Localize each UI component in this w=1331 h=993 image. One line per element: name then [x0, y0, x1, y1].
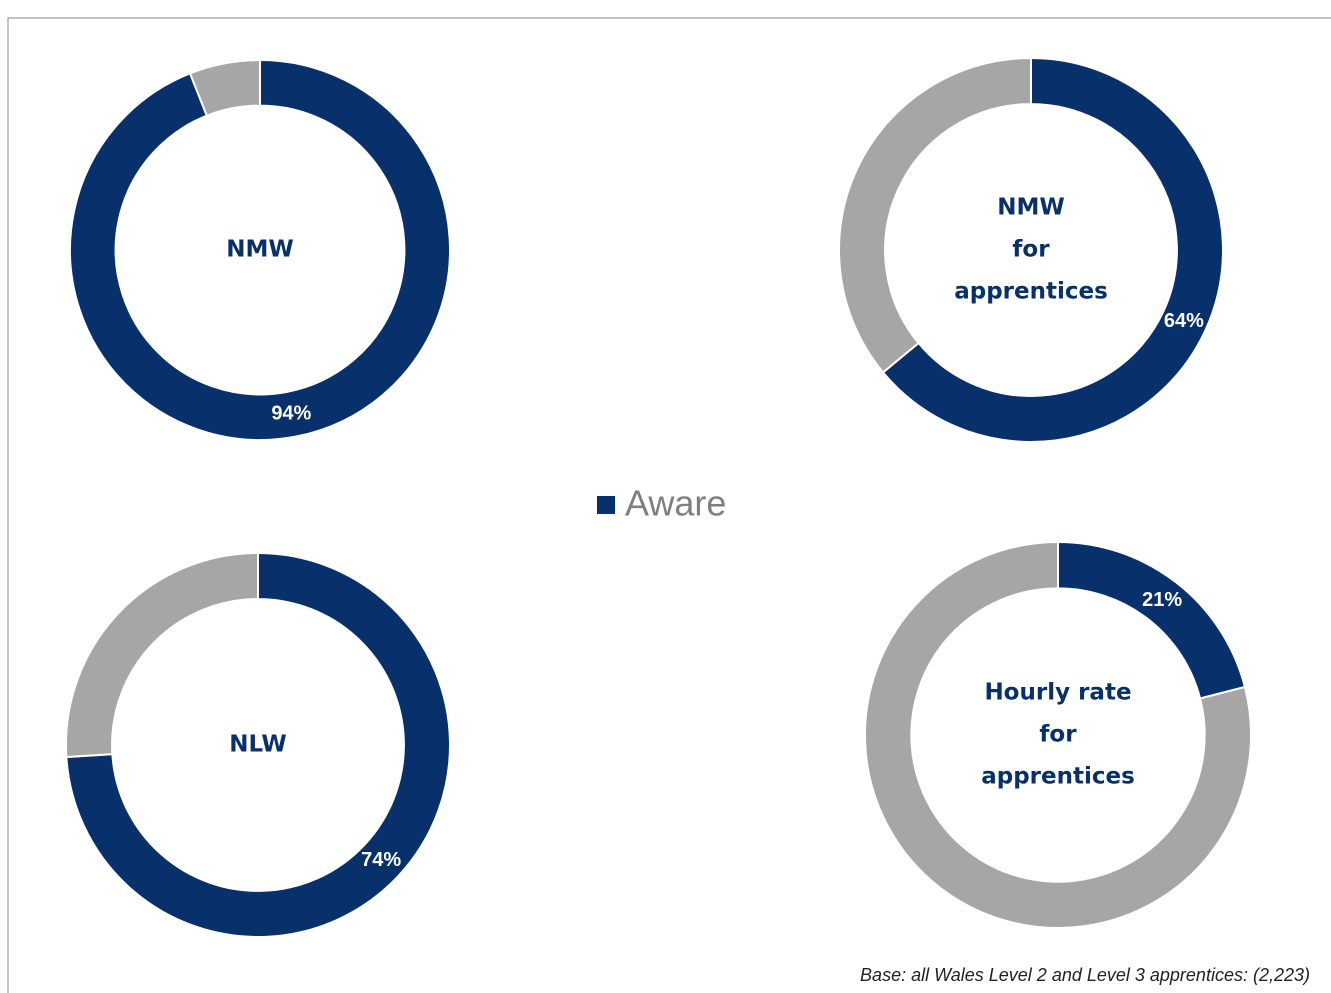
value-label: 64%: [1164, 310, 1204, 332]
donut-segment: [65, 551, 451, 938]
center-label: NMW: [997, 195, 1065, 221]
legend-swatch: [597, 496, 615, 514]
frame: [7, 17, 1331, 993]
donut-segment: [188, 58, 261, 118]
center-label: for: [1012, 237, 1050, 263]
donut-segment: [838, 56, 1032, 374]
center-label: Hourly rate: [984, 680, 1131, 706]
center-label: apprentices: [981, 764, 1135, 790]
center-label: NLW: [229, 732, 287, 758]
donut-segment: [69, 58, 451, 441]
donut-segment: [1057, 540, 1247, 700]
value-label: 21%: [1142, 589, 1182, 611]
center-label: NMW: [226, 237, 294, 263]
value-label: 74%: [361, 849, 401, 871]
donut-segment: [864, 540, 1252, 929]
legend-label: Aware: [625, 483, 726, 524]
donut-segment: [881, 56, 1224, 443]
base-note: Base: all Wales Level 2 and Level 3 appr…: [860, 965, 1310, 985]
value-label: 94%: [271, 403, 311, 425]
center-label: apprentices: [954, 279, 1108, 305]
donut-segment: [65, 551, 259, 759]
center-label: for: [1039, 722, 1077, 748]
